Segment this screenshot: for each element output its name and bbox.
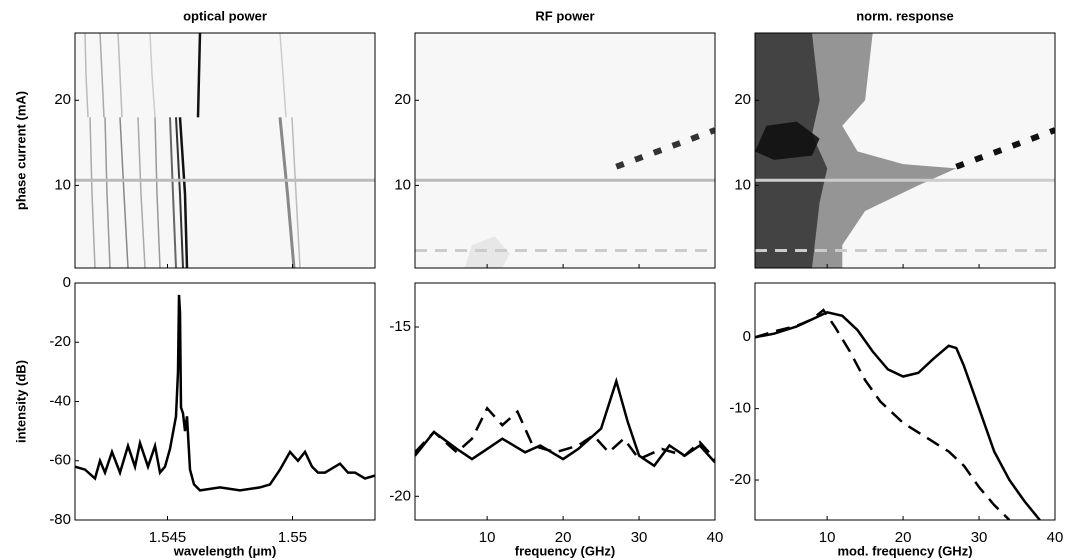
y-tick-label: -20	[49, 333, 71, 350]
x-tick-label: 40	[707, 529, 724, 546]
heatmap-trace	[119, 117, 129, 268]
y-tick-label: 20	[394, 91, 411, 108]
heatmap-trace	[196, 33, 202, 118]
y-tick-label: -10	[729, 400, 751, 417]
panel-title: norm. response	[856, 8, 954, 23]
plot-area	[755, 33, 1055, 268]
line-series	[75, 294, 375, 492]
y-tick-label: 0	[63, 274, 71, 291]
plot-area	[415, 33, 715, 268]
y-tick-label: 20	[54, 91, 71, 108]
x-axis-label: mod. frequency (GHz)	[837, 543, 972, 558]
axes-frame	[754, 32, 1056, 269]
heatmap-trace	[615, 127, 715, 170]
y-tick-label: -60	[49, 452, 71, 469]
x-tick-label: 20	[555, 529, 572, 546]
x-tick-label: 40	[1047, 529, 1064, 546]
y-axis-label: phase current (mA)	[13, 91, 28, 210]
line-series	[415, 406, 715, 461]
y-tick-label: 10	[734, 176, 751, 193]
x-tick-label: 1.55	[278, 529, 307, 546]
heatmap-trace	[291, 117, 301, 268]
plot-area	[75, 33, 375, 268]
heatmap-trace	[84, 33, 89, 118]
line-series	[415, 376, 715, 468]
axes-frame	[754, 282, 1056, 521]
y-tick-label: 0	[743, 328, 751, 345]
heatmap-trace	[175, 117, 184, 268]
heatmap-background	[415, 33, 715, 268]
heatmap-trace	[89, 117, 96, 268]
heatmap-trace	[169, 117, 177, 268]
y-tick-label: -20	[729, 471, 751, 488]
x-tick-label: 10	[479, 529, 496, 546]
x-tick-label: 30	[971, 529, 988, 546]
panel-title: RF power	[535, 8, 594, 23]
heatmap-trace	[137, 117, 146, 268]
y-tick-label: 10	[54, 176, 71, 193]
y-tick-label: -40	[49, 392, 71, 409]
heatmap-trace	[279, 33, 287, 118]
heatmap-background	[75, 33, 375, 268]
heatmap-trace	[149, 33, 156, 118]
line-series	[755, 308, 1011, 520]
heatmap-trace	[104, 117, 111, 268]
plot-area	[755, 308, 1041, 520]
heatmap-trace	[278, 117, 296, 268]
x-tick-label: 20	[895, 529, 912, 546]
axes-frame	[74, 282, 376, 521]
y-axis-label: intensity (dB)	[13, 360, 28, 443]
x-tick-label: 1.545	[149, 529, 187, 546]
heatmap-trace	[99, 33, 105, 118]
y-tick-label: -15	[389, 318, 411, 335]
heatmap-region	[755, 121, 820, 160]
plot-area	[75, 294, 375, 492]
x-axis-label: wavelength (μm)	[173, 543, 277, 558]
axes-frame	[414, 282, 716, 521]
x-axis-label: frequency (GHz)	[515, 543, 615, 558]
x-tick-label: 10	[819, 529, 836, 546]
heatmap-region	[464, 236, 510, 268]
axes-frame	[414, 32, 716, 269]
heatmap-trace	[955, 127, 1055, 170]
x-tick-label: 30	[631, 529, 648, 546]
panel-title: optical power	[183, 8, 267, 23]
heatmap-trace	[117, 33, 123, 118]
plot-area	[415, 376, 715, 468]
y-tick-label: -80	[49, 511, 71, 528]
y-tick-label: 20	[734, 91, 751, 108]
heatmap-trace	[178, 117, 189, 268]
line-series	[755, 310, 1041, 520]
axes-frame	[74, 32, 376, 269]
y-tick-label: 10	[394, 176, 411, 193]
heatmap-trace	[154, 117, 161, 268]
y-tick-label: -20	[389, 487, 411, 504]
